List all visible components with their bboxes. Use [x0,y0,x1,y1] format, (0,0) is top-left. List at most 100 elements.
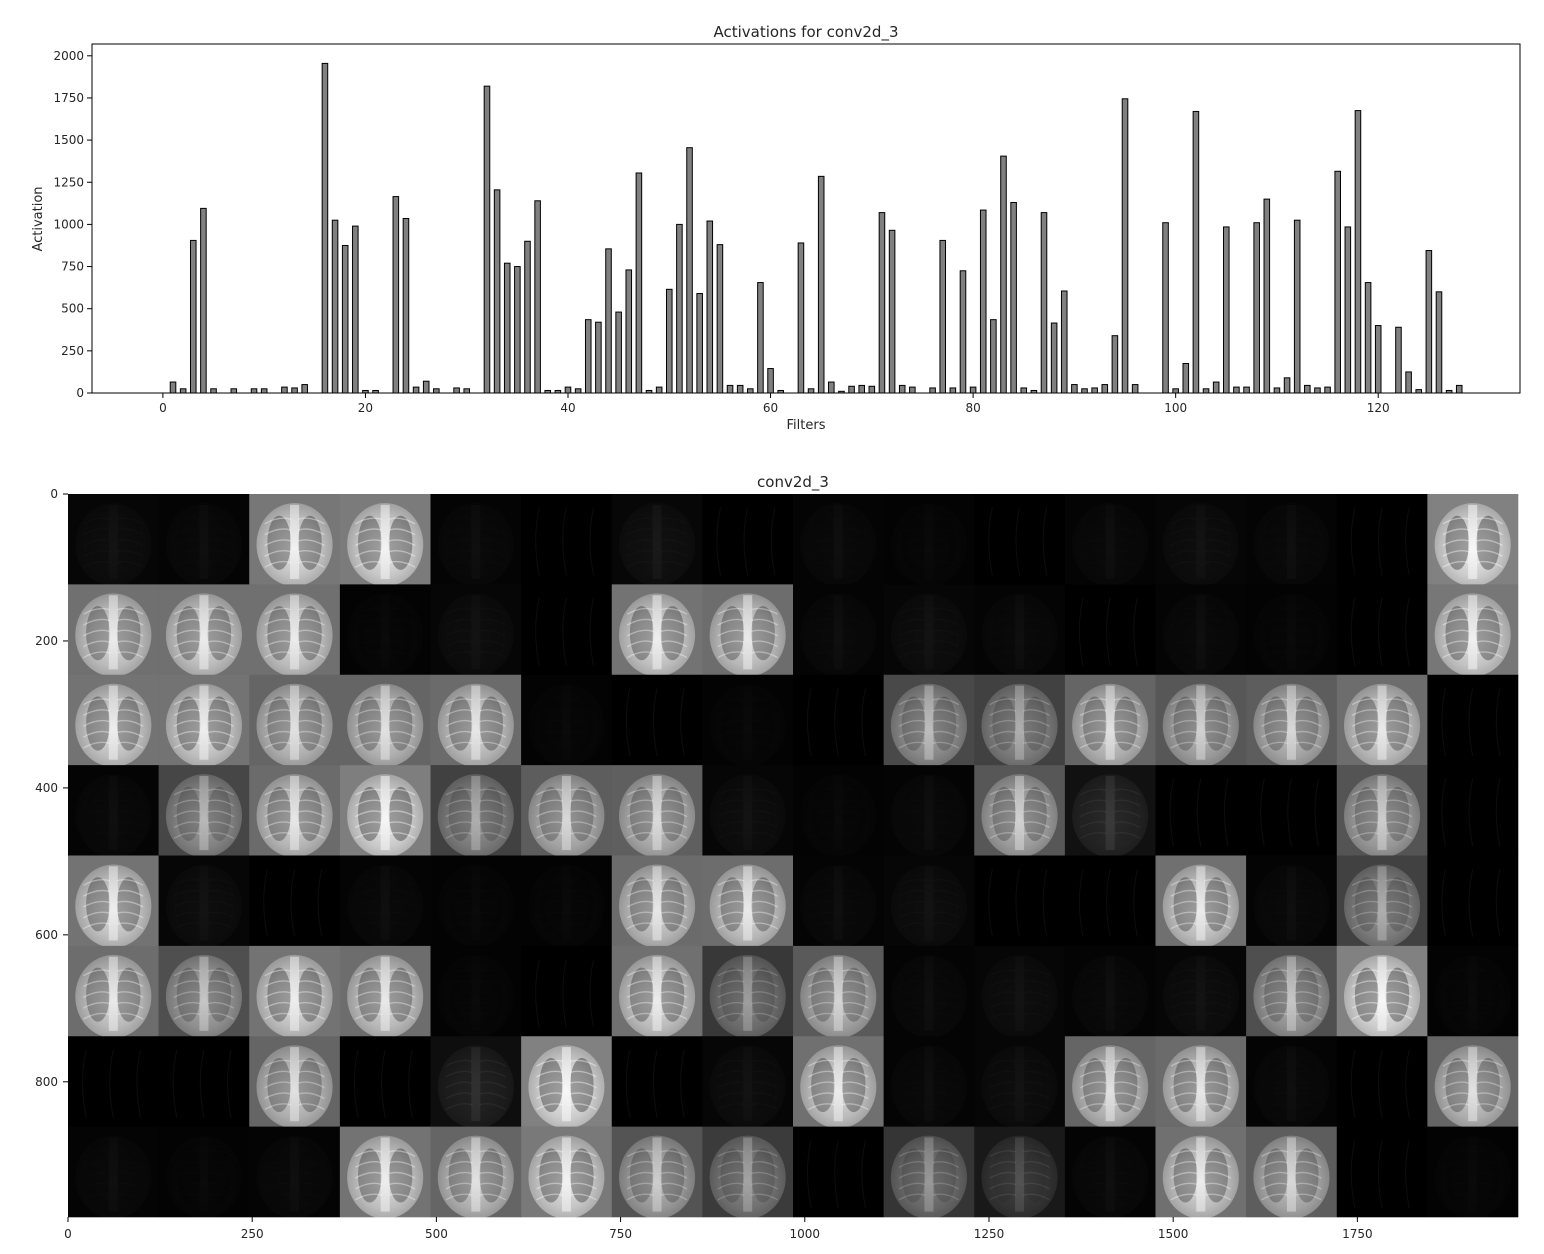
activation-cell [883,945,975,1037]
activation-cell [521,765,613,858]
x-tick-label: 60 [763,401,778,415]
activation-cell [1246,945,1338,1039]
bar [1192,110,1200,394]
bar [726,384,734,394]
activation-cell [974,855,1066,947]
activation-cell [1064,1126,1156,1218]
activation-cell [249,584,341,677]
activation-cell [1064,494,1156,585]
activation-cell [793,1036,884,1129]
y-tick-label: 0 [76,386,84,400]
bar [1354,110,1362,394]
x-tick-label: 1500 [1158,1227,1189,1241]
activation-cell [883,1036,975,1127]
activation-cell [339,945,431,1039]
bar [1223,226,1230,394]
bar [949,387,957,394]
activation-cell [1064,1036,1156,1129]
activation-cell [1246,674,1338,767]
bar [433,388,440,394]
y-tick-label: 600 [35,928,58,942]
y-tick-label: 400 [35,781,58,795]
activation-cell [1336,1126,1428,1218]
activation-cell [974,1126,1066,1219]
bar-chart-title: Activations for conv2d_3 [714,23,899,42]
activation-cell [611,1036,703,1127]
bar [1182,363,1190,394]
activation-cell [521,584,613,676]
activation-cell [249,855,341,947]
activation-cell [793,945,884,1039]
bar-chart: Activations for conv2d_3 0 20 40 60 80 100 120… [31,23,1521,433]
bar [1060,290,1068,394]
activation-cell [611,945,703,1039]
activation-x-axis: 0 250 500 750 1000 1250 1500 1750 [64,1217,1373,1241]
bar [291,387,298,394]
activation-cell [1155,674,1247,767]
activation-cell [1427,855,1519,947]
bar [595,321,602,394]
activation-cell [793,765,884,856]
bar [736,384,744,394]
activation-cell [702,584,794,677]
y-tick-label: 200 [35,634,58,648]
activation-cell [793,674,884,766]
x-tick-label: 500 [425,1227,448,1241]
activation-cell [1427,1126,1519,1218]
activation-cell [974,584,1066,676]
activation-cell [1064,765,1156,858]
activation-cell [1427,584,1519,677]
bar [1071,384,1078,394]
bar [1415,389,1423,394]
activation-map: conv2d_3 0 250 500 750 1000 1250 1500 1750 0 200… [35,473,1519,1241]
bar [412,386,420,394]
activation-cell [1246,765,1338,856]
bar [1212,381,1220,394]
activation-cell [1336,494,1428,585]
activation-cell [430,855,522,947]
bar [929,387,936,394]
x-tick-label: 40 [560,401,575,415]
bar [1273,387,1281,394]
bar [1344,226,1352,394]
activation-cell [1427,765,1519,856]
x-tick-label: 750 [609,1227,632,1241]
bar [1081,388,1088,394]
bar [210,388,217,394]
bar [534,200,541,394]
bar [848,385,855,394]
activation-cell [249,494,341,587]
bar [1121,98,1129,394]
bar [169,381,177,394]
bar [524,240,531,394]
bar [747,388,754,394]
bar-series [169,62,1463,394]
bar [1405,371,1412,394]
activation-cell [249,674,341,767]
bar-chart-frame [91,43,1521,394]
bar [1334,170,1341,394]
bar [828,381,835,394]
activation-cell [702,1036,794,1129]
activation-cell [611,494,703,587]
bar [1455,384,1463,394]
activation-cell [702,855,794,948]
bar [281,386,288,394]
activation-cell [883,1126,975,1219]
activation-cell [158,674,250,767]
bar [1253,222,1260,394]
x-tick-label: 0 [159,401,167,415]
y-tick-label: 1750 [53,91,84,105]
bar [352,225,359,394]
bar [483,85,491,394]
activation-cell [430,1126,522,1219]
bar [797,242,805,394]
activation-cell [702,1126,794,1219]
activation-cell [158,1126,250,1218]
bar [990,319,997,394]
bar [757,282,764,394]
activation-cell [68,765,159,856]
bar [453,387,460,394]
activation-cell [430,584,522,677]
